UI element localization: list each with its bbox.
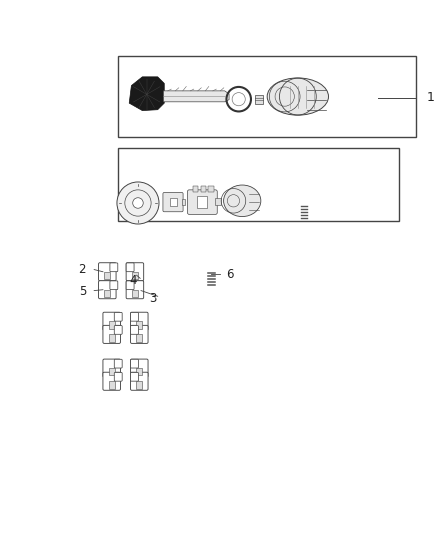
FancyBboxPatch shape: [103, 372, 120, 390]
FancyBboxPatch shape: [114, 312, 122, 321]
Ellipse shape: [224, 185, 261, 216]
Circle shape: [133, 198, 143, 208]
FancyBboxPatch shape: [131, 326, 138, 334]
Bar: [118, 56, 416, 138]
FancyBboxPatch shape: [99, 281, 116, 298]
FancyBboxPatch shape: [131, 325, 148, 343]
FancyBboxPatch shape: [131, 312, 148, 330]
FancyBboxPatch shape: [131, 373, 138, 381]
FancyBboxPatch shape: [126, 263, 134, 272]
Text: 3: 3: [150, 292, 157, 304]
Bar: [193, 187, 198, 191]
Bar: [136, 381, 142, 389]
Ellipse shape: [267, 78, 328, 115]
Bar: [208, 187, 214, 191]
Bar: [136, 334, 142, 342]
Bar: [118, 148, 399, 221]
FancyBboxPatch shape: [131, 372, 148, 390]
Bar: [201, 187, 206, 191]
FancyBboxPatch shape: [131, 312, 138, 321]
Polygon shape: [129, 77, 164, 110]
FancyBboxPatch shape: [110, 281, 118, 289]
Bar: [136, 368, 142, 375]
Bar: [170, 198, 177, 206]
FancyBboxPatch shape: [187, 190, 217, 214]
Bar: [109, 321, 115, 328]
FancyBboxPatch shape: [103, 312, 120, 330]
FancyBboxPatch shape: [131, 359, 148, 377]
Bar: [109, 368, 115, 375]
Text: 4: 4: [130, 274, 138, 287]
Bar: [132, 290, 138, 297]
Bar: [215, 198, 221, 205]
Circle shape: [117, 182, 159, 224]
FancyBboxPatch shape: [163, 192, 183, 212]
FancyBboxPatch shape: [114, 326, 122, 334]
FancyBboxPatch shape: [126, 281, 134, 289]
FancyBboxPatch shape: [103, 325, 120, 343]
Text: 2: 2: [78, 263, 86, 276]
FancyBboxPatch shape: [126, 263, 144, 281]
Polygon shape: [163, 91, 229, 102]
Bar: [255, 95, 263, 103]
Text: 1: 1: [427, 91, 435, 104]
FancyBboxPatch shape: [114, 373, 122, 381]
Bar: [182, 199, 185, 205]
Text: 6: 6: [226, 268, 234, 281]
Text: 5: 5: [79, 285, 86, 298]
FancyBboxPatch shape: [114, 359, 122, 368]
FancyBboxPatch shape: [131, 359, 138, 368]
Bar: [136, 321, 142, 328]
FancyBboxPatch shape: [126, 281, 144, 298]
Bar: [104, 272, 110, 279]
Bar: [104, 290, 110, 297]
Bar: [109, 334, 115, 342]
FancyBboxPatch shape: [99, 263, 116, 281]
Bar: [197, 196, 207, 208]
FancyBboxPatch shape: [110, 263, 118, 272]
FancyBboxPatch shape: [103, 359, 120, 377]
Bar: [109, 381, 115, 389]
Bar: [132, 272, 138, 279]
